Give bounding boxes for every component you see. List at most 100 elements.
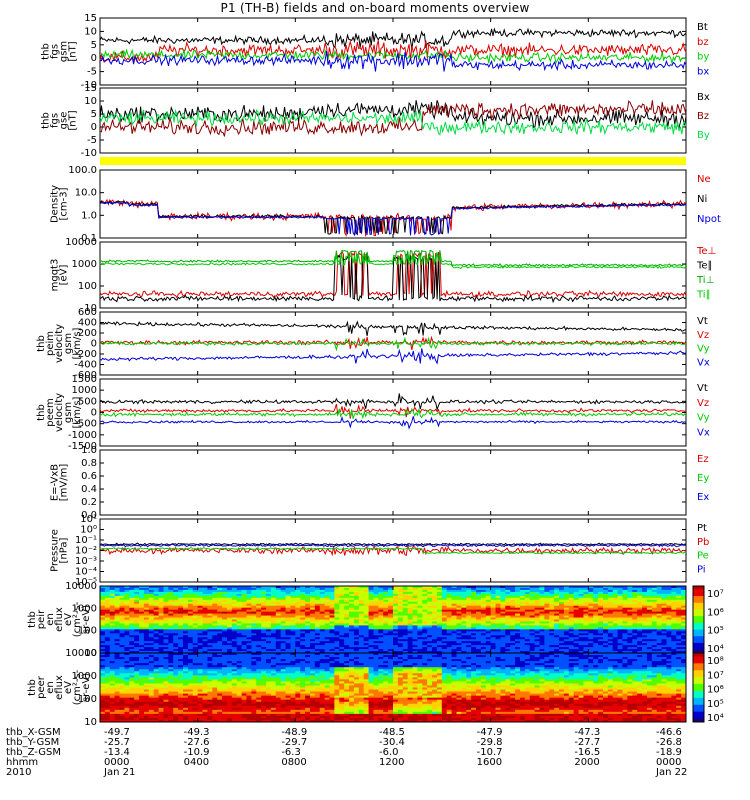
- spectrogram-cell: [280, 631, 286, 634]
- spectrogram-cell: [241, 601, 247, 605]
- spectrogram-cell: [231, 635, 238, 638]
- spectrogram-cell: [139, 683, 145, 686]
- spectrogram-cell: [368, 607, 374, 611]
- spectrogram-cell: [427, 629, 433, 632]
- spectrogram-cell: [466, 587, 472, 591]
- spectrogram-cell: [456, 613, 462, 616]
- spectrogram-cell: [158, 603, 164, 607]
- spectrogram-cell: [217, 603, 223, 607]
- spectrogram-cell: [441, 605, 448, 609]
- spectrogram-cell: [676, 605, 682, 609]
- spectrogram-cell: [226, 633, 233, 636]
- spectrogram-cell: [524, 623, 531, 626]
- spectrogram-cell: [270, 611, 277, 614]
- spectrogram-cell: [476, 623, 482, 626]
- spectrogram-cell: [148, 613, 155, 616]
- spectrogram-cell: [236, 605, 243, 609]
- spectrogram-cell: [500, 649, 506, 652]
- spectrogram-cell: [388, 621, 394, 624]
- spectrogram-cell: [461, 647, 467, 650]
- spectrogram-cell: [476, 591, 482, 595]
- spectrogram-cell: [422, 605, 428, 609]
- spectrogram-cell: [559, 605, 565, 609]
- spectrogram-cell: [314, 645, 321, 648]
- spectrogram-cell: [578, 633, 584, 636]
- spectrogram-cell: [651, 613, 658, 616]
- spectrogram-cell: [153, 589, 159, 593]
- spectrogram-cell: [353, 619, 360, 622]
- spectrogram-cell: [646, 613, 653, 616]
- spectrogram-cell: [539, 591, 545, 595]
- spectrogram-cell: [661, 595, 667, 599]
- spectrogram-cell: [358, 587, 365, 591]
- spectrogram-cell: [402, 625, 409, 628]
- spectrogram-cell: [671, 593, 677, 597]
- spectrogram-cell: [119, 597, 125, 601]
- spectrogram-cell: [583, 633, 589, 636]
- spectrogram-cell: [529, 591, 536, 595]
- spectrogram-cell: [134, 637, 140, 640]
- spectrogram-cell: [676, 595, 682, 599]
- spectrogram-cell: [676, 641, 682, 644]
- spectrogram-cell: [446, 587, 452, 591]
- spectrogram-cell: [681, 589, 687, 593]
- spectrogram-cell: [295, 631, 301, 634]
- spectrogram-cell: [476, 641, 482, 644]
- spectrogram-cell: [451, 639, 457, 642]
- spectrogram-cell: [124, 691, 130, 694]
- spectrogram-cell: [666, 621, 672, 624]
- spectrogram-cell: [100, 675, 106, 678]
- spectrogram-cell: [422, 613, 428, 616]
- spectrogram-cell: [192, 627, 199, 630]
- spectrogram-cell: [519, 595, 526, 599]
- spectrogram-cell: [461, 621, 467, 624]
- spectrogram-cell: [104, 619, 111, 622]
- spectrogram-cell: [397, 641, 404, 644]
- spectrogram-cell: [334, 643, 340, 646]
- spectrogram-cell: [236, 611, 243, 614]
- spectrogram-cell: [187, 637, 194, 640]
- spectrogram-cell: [661, 643, 667, 646]
- spectrogram-cell: [329, 587, 335, 591]
- spectrogram-cell: [139, 659, 145, 662]
- spectrogram-cell: [485, 619, 492, 622]
- spectrogram-cell: [290, 589, 296, 593]
- spectrogram-cell: [388, 639, 394, 642]
- spectrogram-cell: [583, 645, 589, 648]
- spectrogram-cell: [124, 625, 130, 628]
- spectrogram-cell: [261, 633, 267, 636]
- spectrogram-cell: [100, 597, 106, 601]
- spectrogram-cell: [153, 639, 159, 642]
- spectrogram-cell: [148, 685, 155, 688]
- spectrogram-cell: [436, 591, 443, 595]
- spectrogram-cell: [642, 613, 648, 616]
- spectrogram-cell: [681, 627, 687, 630]
- y-tick-label: -1000: [68, 430, 97, 441]
- spectrogram-cell: [119, 677, 125, 680]
- spectrogram-cell: [266, 625, 272, 628]
- spectrogram-cell: [358, 595, 365, 599]
- spectrogram-cell: [490, 647, 496, 650]
- spectrogram-cell: [422, 601, 428, 605]
- spectrogram-cell: [143, 617, 150, 620]
- spectrogram-cell: [109, 629, 116, 632]
- spectrogram-cell: [353, 615, 360, 618]
- spectrogram-cell: [593, 637, 599, 640]
- spectrogram-cell: [349, 599, 355, 603]
- spectrogram-cell: [559, 609, 565, 613]
- spectrogram-cell: [598, 649, 604, 652]
- spectrogram-cell: [563, 587, 570, 591]
- spectrogram-cell: [153, 647, 159, 650]
- spectrogram-cell: [480, 611, 487, 614]
- spectrogram-cell: [158, 591, 164, 595]
- spectrogram-cell: [622, 599, 628, 603]
- spectrogram-cell: [656, 621, 662, 624]
- spectrogram-cell: [363, 619, 369, 622]
- spectrogram-cell: [275, 635, 282, 638]
- spectrogram-cell: [563, 611, 570, 614]
- spectrogram-cell: [388, 609, 394, 613]
- spectrogram-cell: [661, 605, 667, 609]
- spectrogram-cell: [222, 603, 228, 607]
- spectrogram-cell: [109, 631, 116, 634]
- spectrogram-cell: [456, 587, 462, 591]
